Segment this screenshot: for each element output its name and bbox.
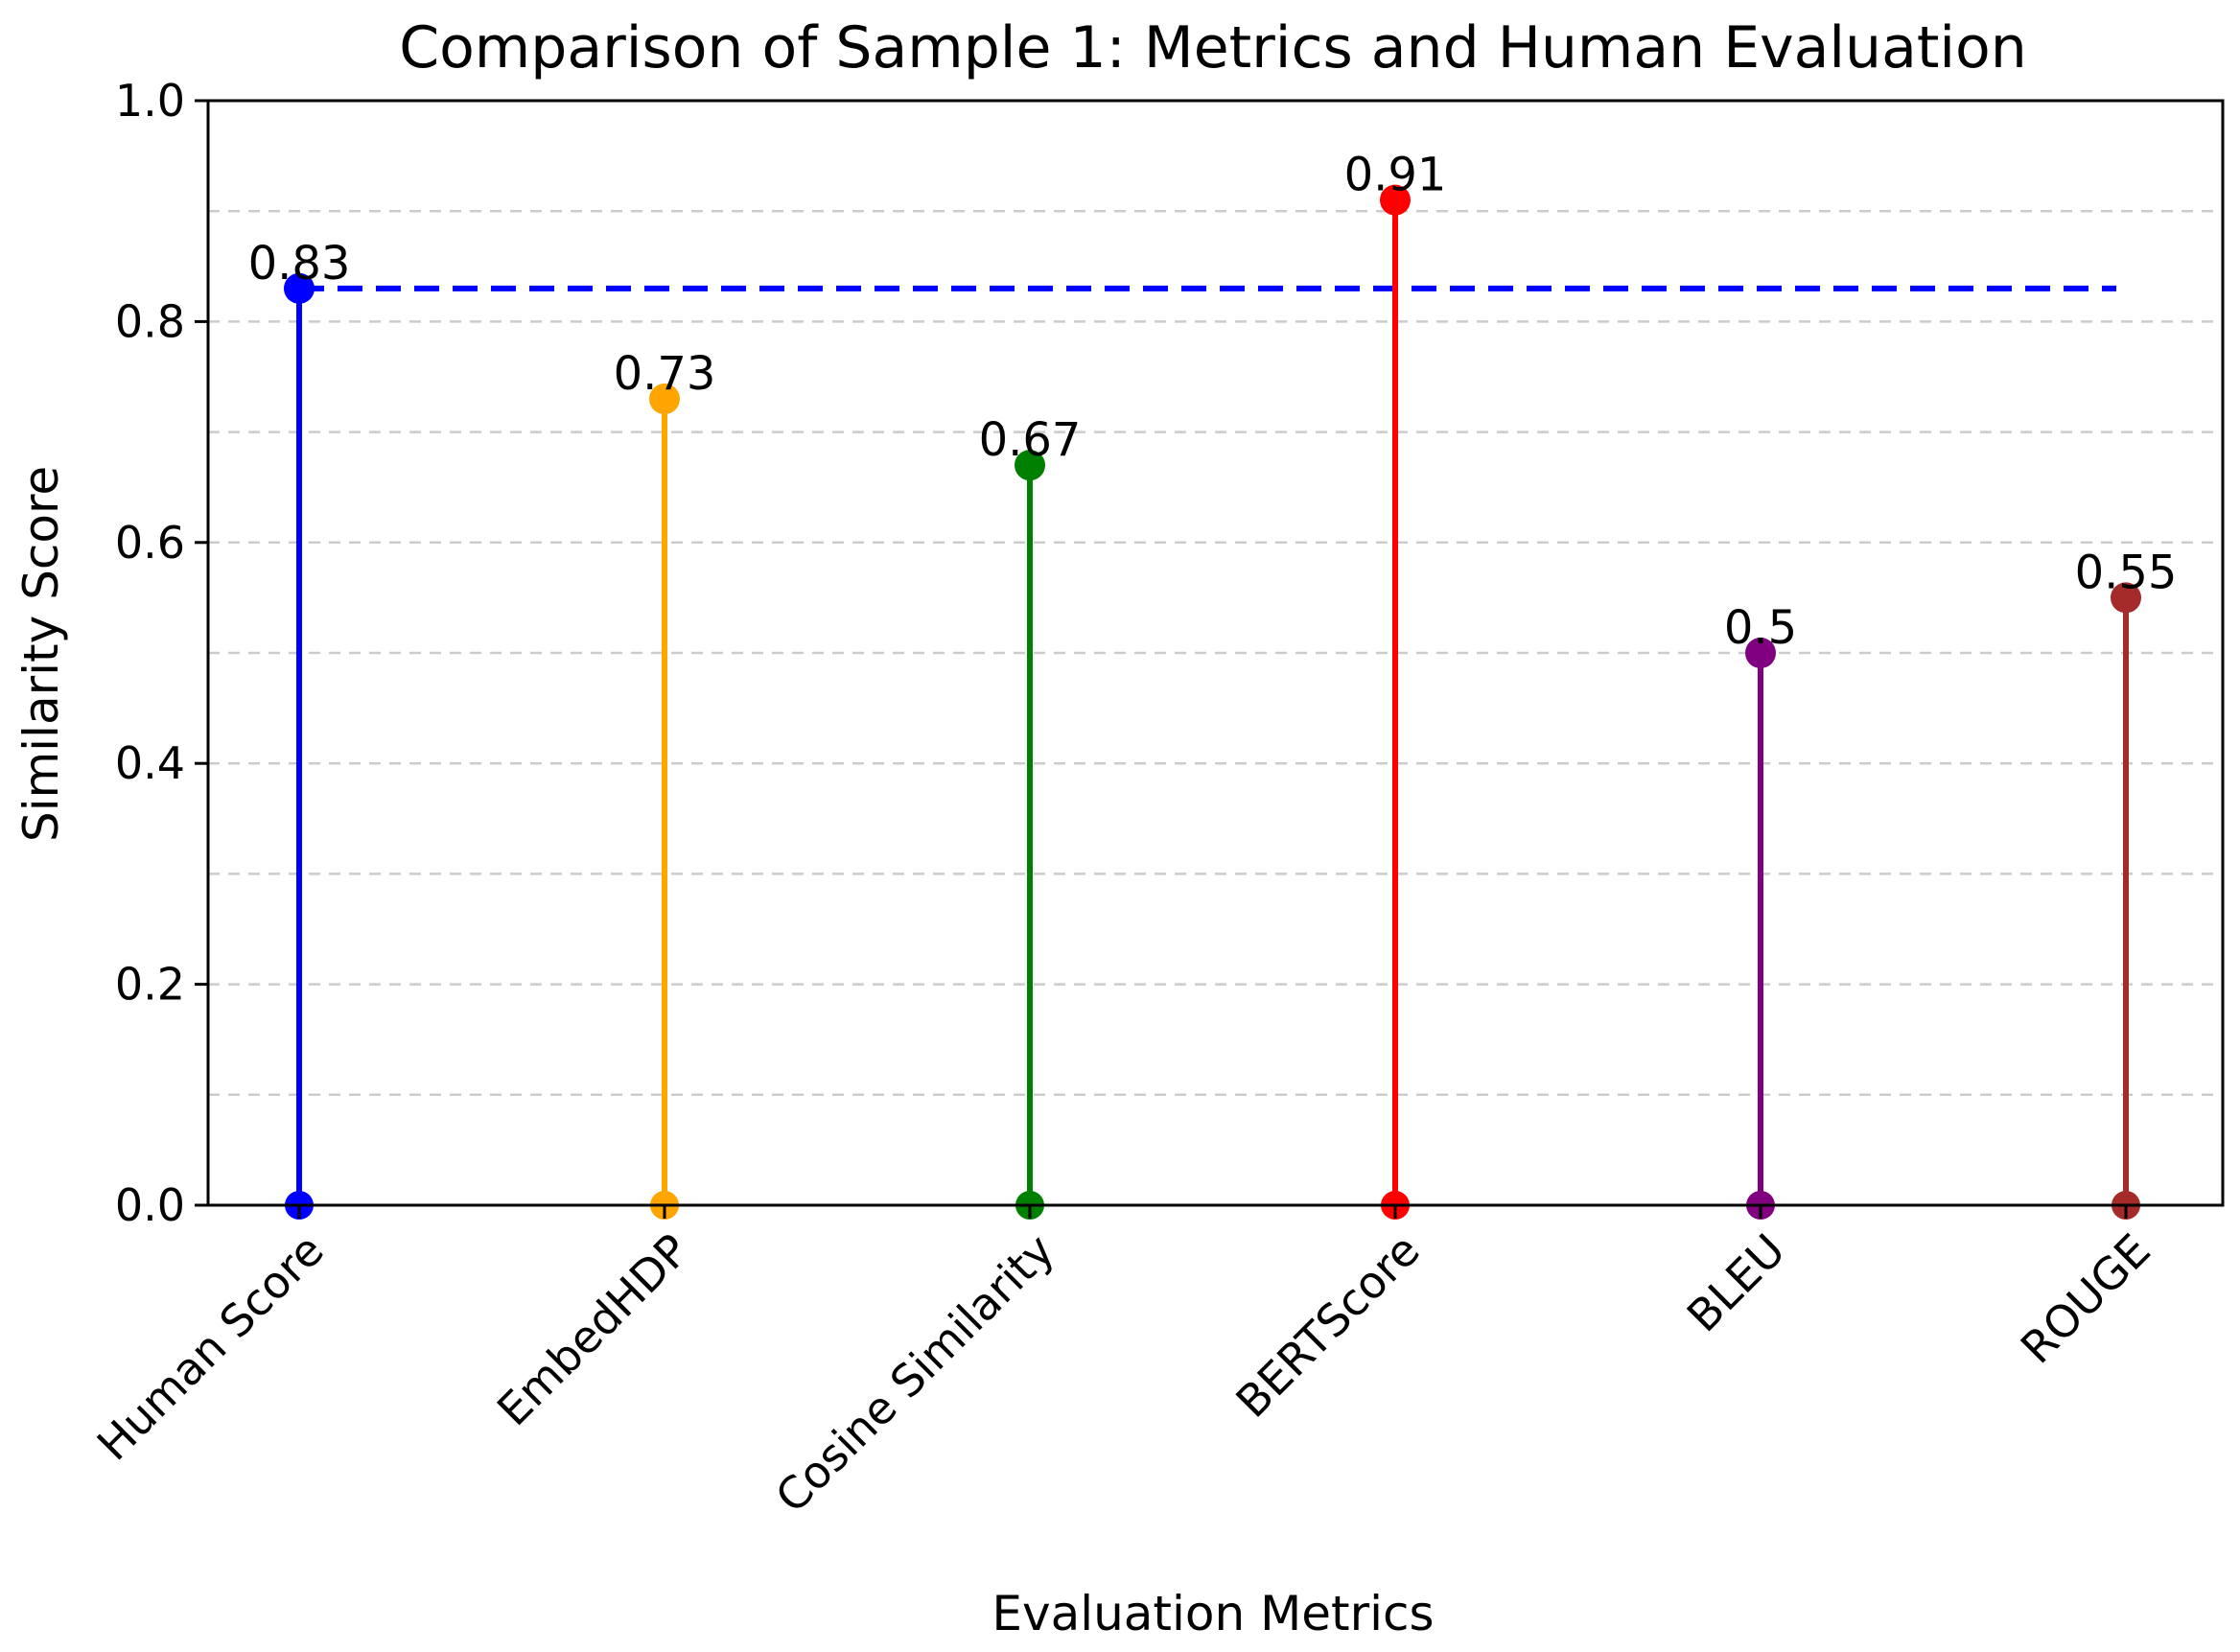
point-human-score [284,272,315,304]
point-embedhdp [649,384,680,415]
x-tick-label-embedhdp: EmbedHDP [487,1224,699,1436]
y-tick-label: 0.4 [115,737,185,789]
x-axis: Human Score EmbedHDP Cosine Similarity BERT… [87,1205,2160,1523]
plot-frame [206,99,2225,1207]
gridlines [208,99,2223,1097]
point-rouge [2111,582,2141,614]
x-tick-label-rouge: ROUGE [2011,1224,2160,1374]
point-bleu [1745,638,1776,668]
data-label-bertscore: 0.91 [1344,149,1447,202]
y-tick-label: 0.2 [115,959,185,1011]
y-tick-label: 0.8 [115,295,185,347]
data-label-rouge: 0.55 [2075,546,2178,599]
data-label-cosine-similarity: 0.67 [979,413,1082,467]
y-tick-label: 1.0 [115,75,185,127]
x-tick-label-human-score: Human Score [87,1224,334,1471]
x-axis-label: Evaluation Metrics [992,1586,1434,1641]
y-tick-label: 0.0 [115,1179,185,1231]
data-label-bleu: 0.5 [1724,601,1797,655]
x-tick-label-cosine-similarity: Cosine Similarity [765,1224,1064,1524]
y-axis: 0.0 0.2 0.4 0.6 0.8 1.0 [115,75,208,1231]
chart-title: Comparison of Sample 1: Metrics and Huma… [399,14,2027,81]
y-tick-label: 0.6 [115,517,185,569]
data-label-human-score: 0.83 [248,237,351,291]
y-axis-label: Similarity Score [13,466,69,842]
point-cosine-similarity [1015,450,1045,481]
stems [284,184,2141,1220]
x-tick-label-bleu: BLEU [1677,1224,1795,1342]
point-bertscore [1380,184,1411,216]
x-tick-label-bertscore: BERTScore [1226,1224,1430,1428]
data-label-embedhdp: 0.73 [614,347,716,401]
data-labels: 0.83 0.73 0.67 0.91 0.5 0.55 [248,149,2178,655]
